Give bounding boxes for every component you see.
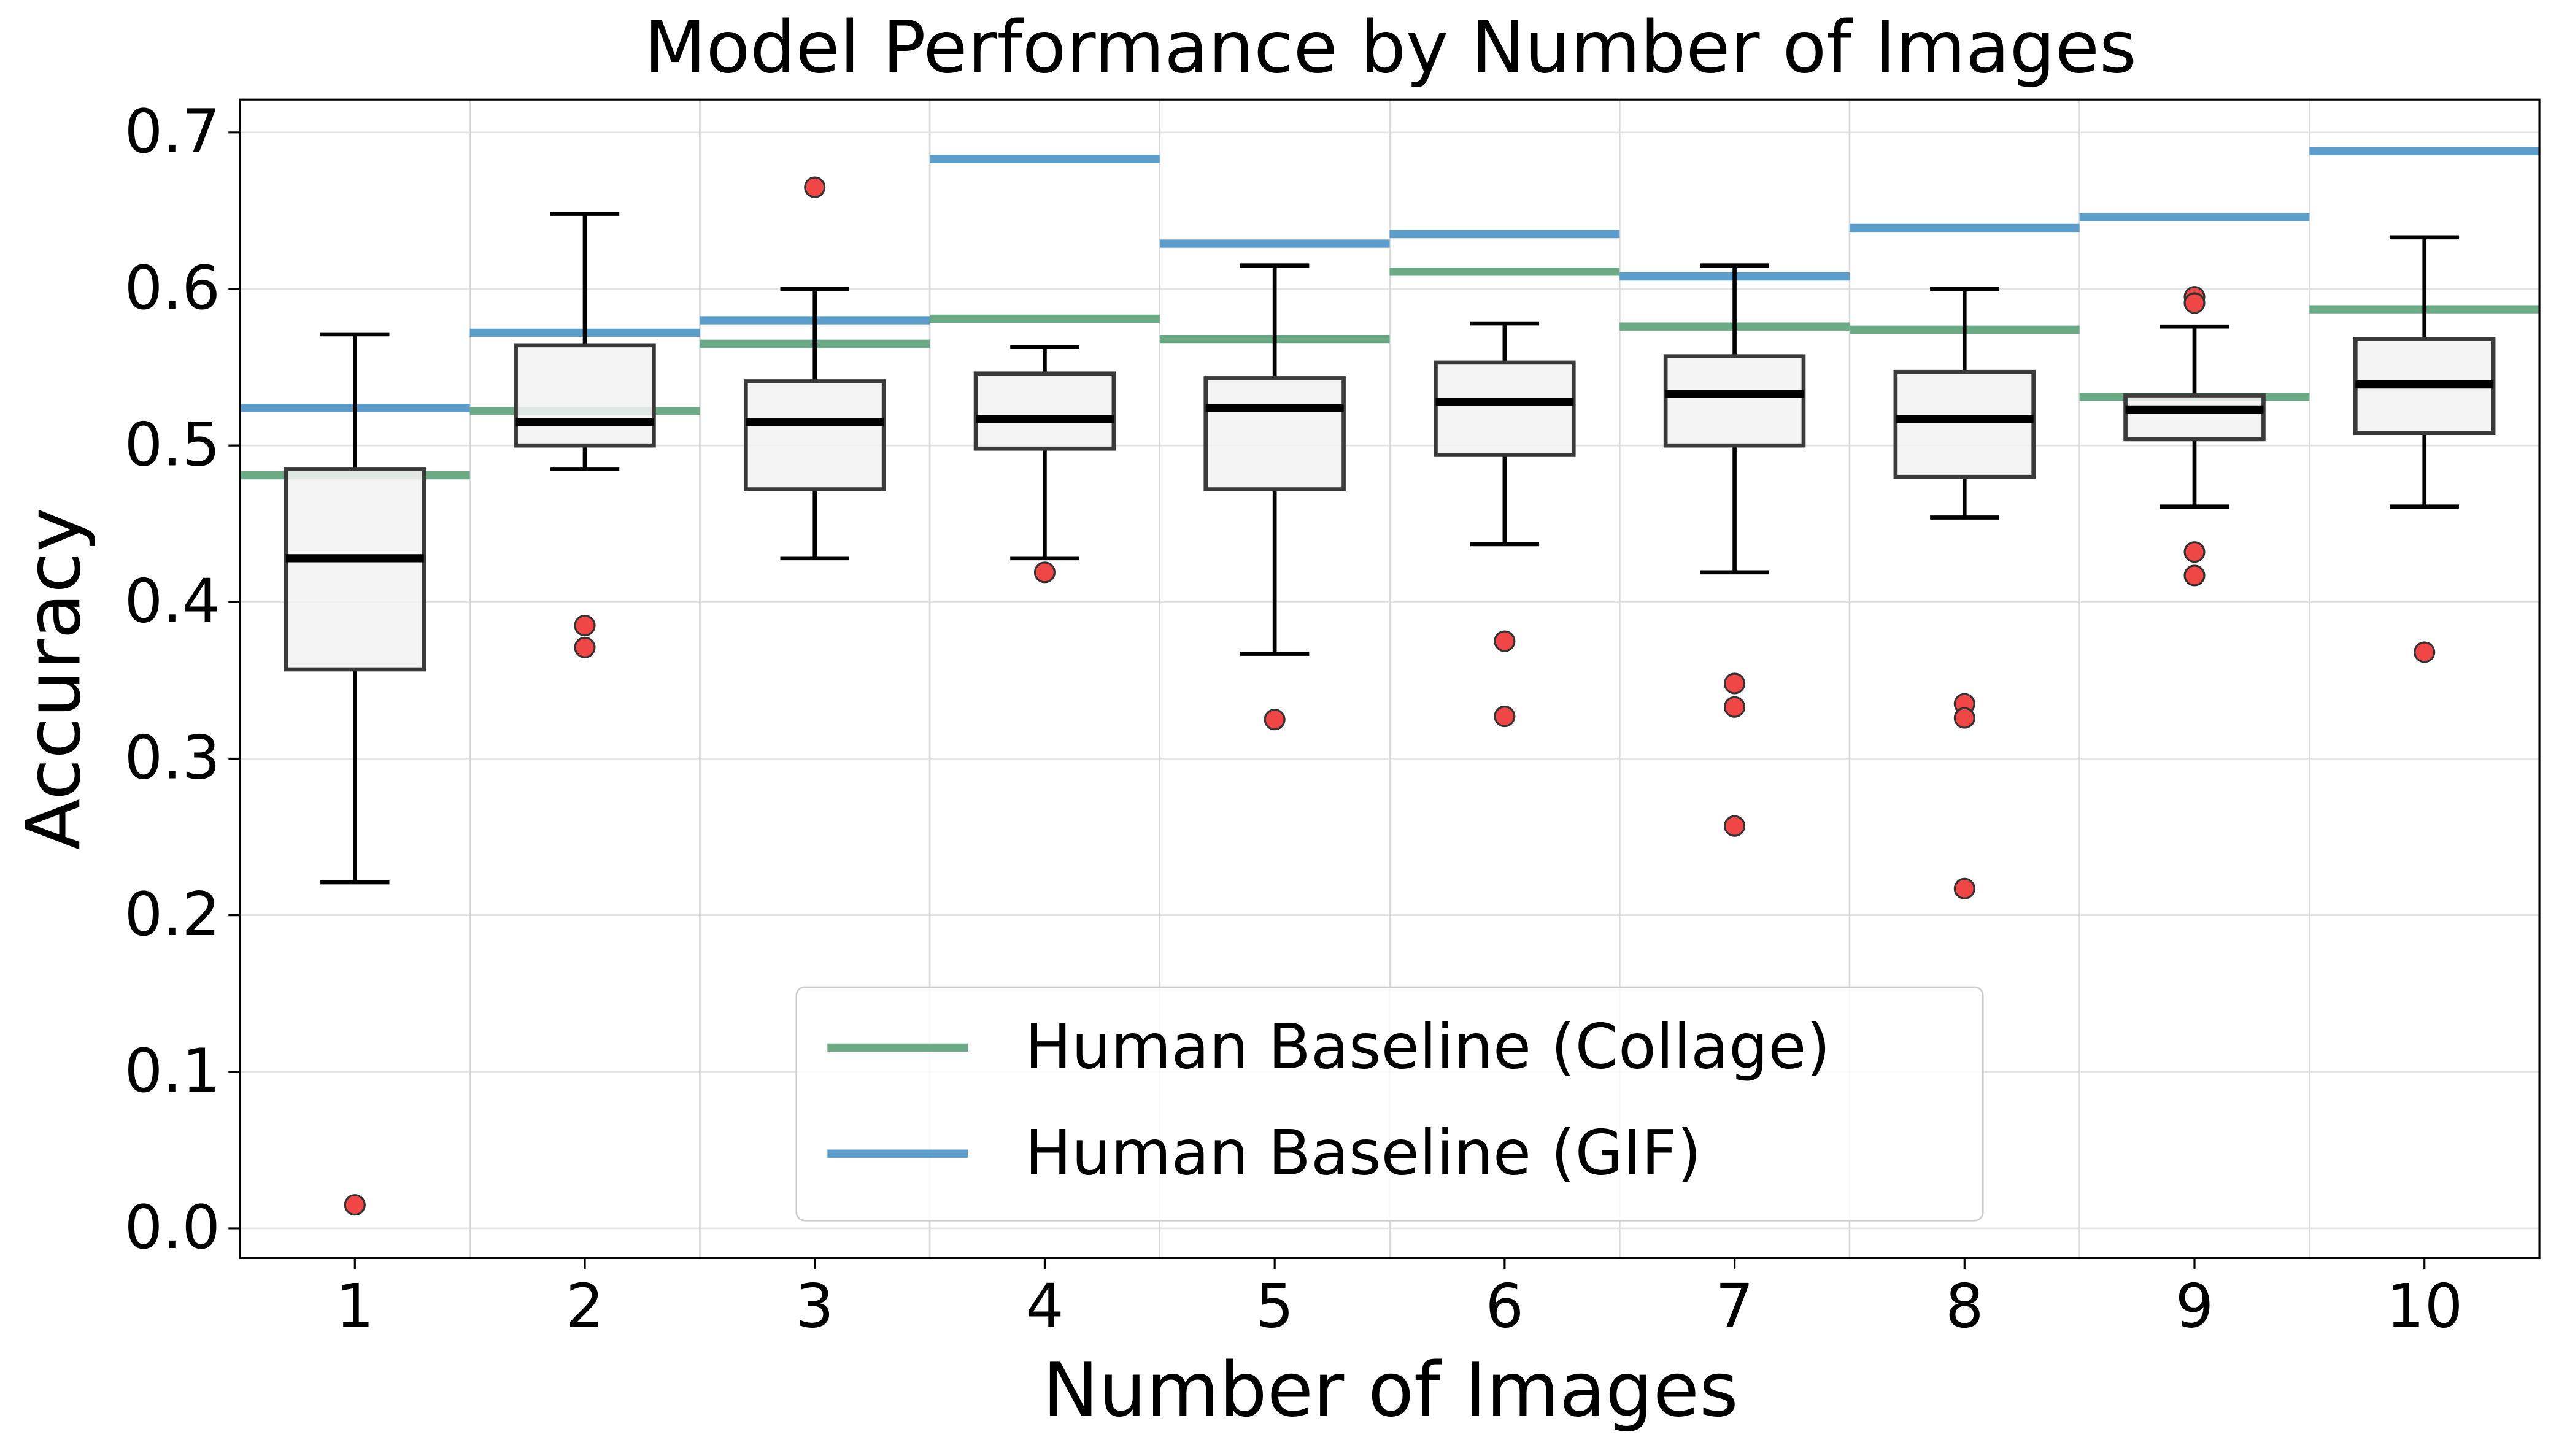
outlier — [1494, 706, 1516, 728]
box — [973, 371, 1116, 451]
outlier — [2414, 641, 2436, 663]
outlier — [344, 1194, 366, 1216]
box — [1434, 360, 1576, 457]
y-tick-label: 0.4 — [125, 566, 220, 636]
y-tick-label: 0.1 — [125, 1036, 220, 1106]
plot-frame — [239, 98, 2541, 1260]
outlier — [2183, 292, 2206, 314]
outlier — [1724, 696, 1746, 718]
outlier — [1953, 707, 1975, 729]
legend-label: Human Baseline (GIF) — [1025, 1116, 1701, 1188]
outlier — [1953, 877, 1975, 899]
box — [743, 379, 886, 491]
legend: Human Baseline (Collage) Human Baseline (… — [795, 986, 1984, 1222]
box — [284, 467, 427, 672]
x-tick-label: 1 — [336, 1271, 374, 1341]
x-axis-label: Number of Images — [1043, 1346, 1739, 1433]
outlier — [2183, 541, 2206, 563]
outlier — [1494, 630, 1516, 652]
y-tick-label: 0.2 — [125, 880, 220, 950]
outlier — [574, 615, 596, 637]
y-tick-label: 0.5 — [125, 410, 220, 480]
outlier — [2183, 564, 2206, 587]
x-tick-label: 4 — [1025, 1271, 1064, 1341]
y-tick-label: 0.6 — [125, 253, 220, 323]
x-tick-label: 7 — [1715, 1271, 1754, 1341]
box — [514, 343, 656, 448]
y-tick-label: 0.0 — [125, 1193, 220, 1263]
y-tick-label: 0.3 — [125, 723, 220, 793]
legend-frame — [795, 986, 1984, 1222]
outlier — [1724, 815, 1746, 837]
x-tick-label: 3 — [795, 1271, 834, 1341]
x-tick-label: 8 — [1945, 1271, 1984, 1341]
y-axis-label: Accuracy — [9, 507, 97, 850]
box — [1663, 354, 1806, 448]
outlier — [804, 176, 826, 198]
x-tick-label: 9 — [2175, 1271, 2214, 1341]
x-tick-label: 5 — [1256, 1271, 1294, 1341]
box — [2123, 393, 2266, 442]
box — [1203, 376, 1346, 491]
x-tick-label: 10 — [2386, 1271, 2463, 1341]
y-tick-label: 0.7 — [125, 97, 220, 167]
legend-label: Human Baseline (Collage) — [1025, 1010, 1831, 1082]
chart-title: Model Performance by Number of Images — [644, 5, 2137, 89]
box — [1893, 369, 2036, 479]
outlier — [574, 636, 596, 658]
outlier — [1264, 709, 1286, 731]
outlier — [1724, 672, 1746, 695]
outlier — [1033, 561, 1056, 584]
x-tick-label: 6 — [1486, 1271, 1524, 1341]
x-tick-label: 2 — [566, 1271, 604, 1341]
